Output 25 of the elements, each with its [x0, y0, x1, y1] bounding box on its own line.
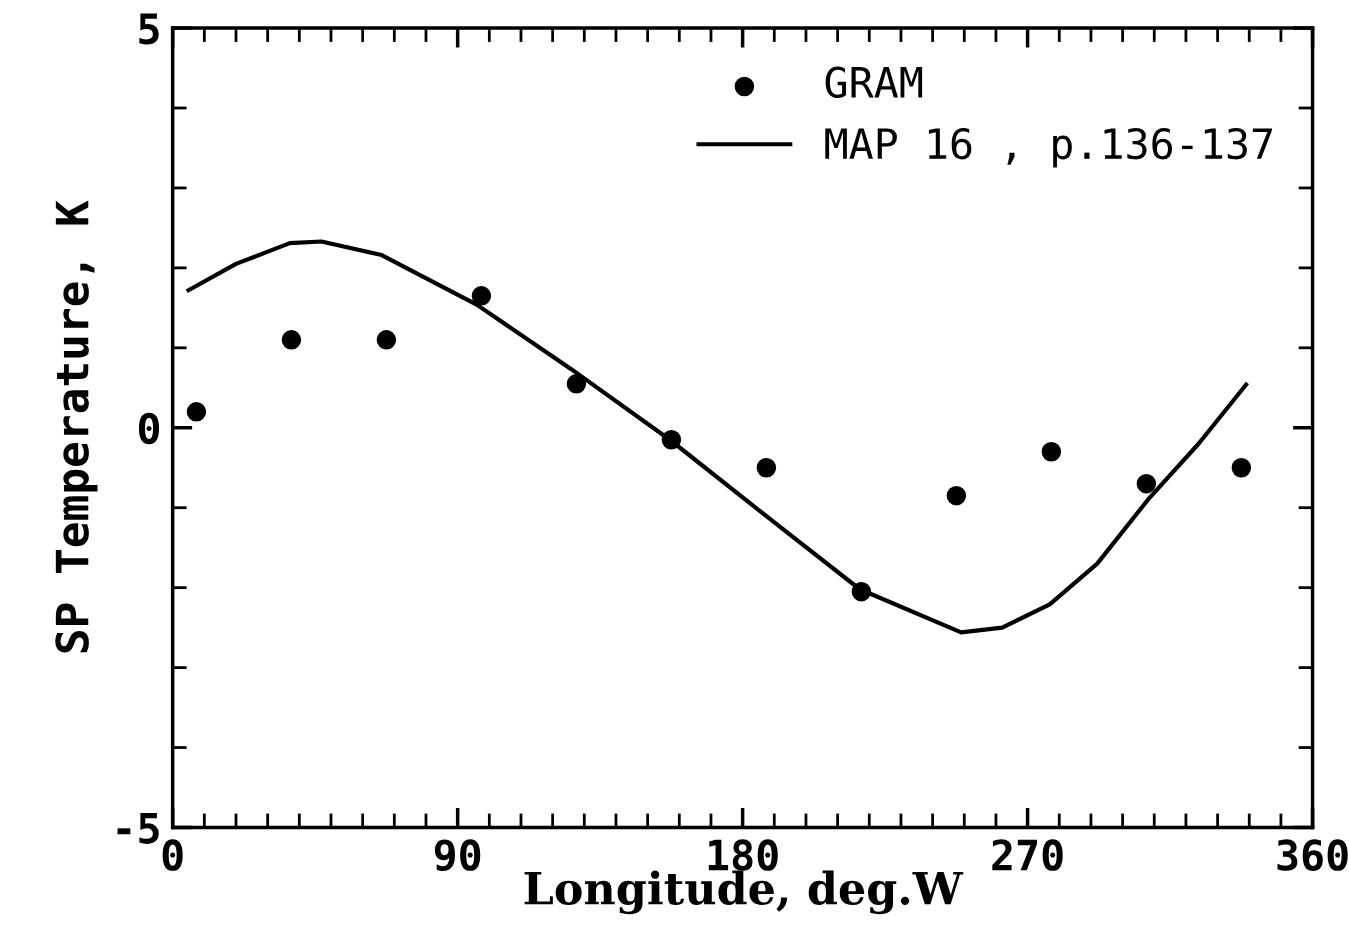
x-tick-label: 180 — [708, 839, 778, 871]
point — [756, 457, 777, 478]
y-tick-label: -5 — [117, 812, 159, 844]
point — [376, 330, 397, 350]
point — [281, 330, 302, 350]
point — [661, 430, 682, 450]
x-tick-label: 360 — [1277, 839, 1348, 871]
point — [471, 286, 492, 306]
point — [946, 485, 967, 506]
point — [1041, 441, 1062, 462]
line-series — [186, 239, 1249, 635]
x-tick-label: 90 — [434, 839, 481, 872]
legend-label: MAP 16 , p.136-137 — [825, 127, 1272, 168]
y-tick-label: 5 — [139, 13, 159, 45]
y-tick-label: 0 — [138, 412, 160, 445]
x-tick-label: 0 — [162, 839, 183, 871]
x-tick-label: 270 — [992, 839, 1063, 871]
x-axis-title: Longitude, deg.W — [524, 870, 964, 915]
point — [566, 374, 587, 394]
point — [186, 402, 207, 422]
point — [851, 581, 872, 602]
point — [1231, 457, 1252, 478]
y-axis-title: SP Temperature, K — [55, 200, 98, 653]
point — [1136, 473, 1157, 494]
legend-label: GRAM — [825, 66, 923, 99]
